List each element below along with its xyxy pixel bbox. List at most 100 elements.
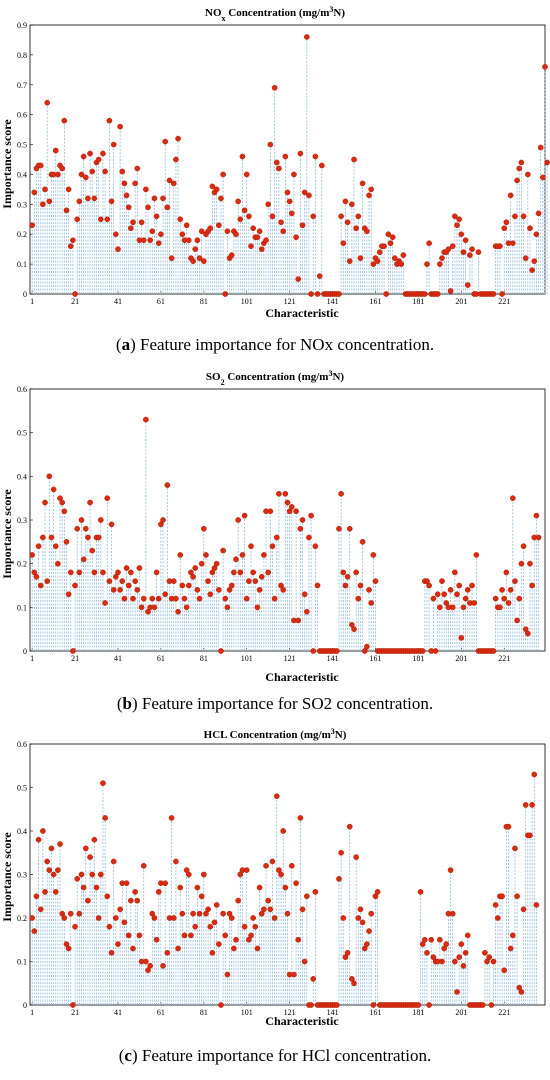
data-point [108, 521, 115, 528]
data-point [205, 578, 211, 584]
caption-b: (b) Feature importance for SO2 concentra… [116, 694, 434, 713]
data-point [301, 189, 308, 196]
data-point [291, 171, 297, 178]
data-point [61, 508, 68, 515]
data-point [359, 180, 366, 187]
data-point [271, 915, 278, 921]
data-point [91, 836, 98, 843]
data-point [303, 34, 310, 40]
data-point [278, 871, 284, 878]
data-point [391, 255, 398, 261]
data-point [40, 201, 46, 208]
data-point [265, 569, 272, 576]
data-point [246, 578, 252, 584]
data-point [166, 177, 173, 184]
data-point [542, 63, 548, 70]
data-point [76, 569, 83, 576]
data-point [243, 595, 250, 602]
data-point [308, 291, 314, 297]
data-point [497, 243, 503, 250]
data-point [119, 578, 126, 584]
data-point [267, 906, 274, 913]
data-point [368, 186, 375, 193]
data-point [183, 222, 190, 229]
data-point [284, 189, 291, 196]
data-point [220, 910, 226, 917]
data-point [252, 578, 259, 584]
data-point [308, 512, 314, 519]
data-point [117, 587, 123, 593]
data-point [497, 604, 503, 611]
data-point [198, 893, 205, 900]
data-point [340, 569, 347, 576]
data-point [291, 971, 297, 978]
data-point [387, 240, 394, 247]
data-point [537, 144, 544, 151]
plot-area: 00.10.20.30.40.50.60.70.80.91 21 41 61 81 101… [17, 21, 550, 306]
data-point [231, 569, 237, 576]
x-tick-label: 181 [412, 1008, 424, 1017]
data-point [297, 150, 304, 157]
data-point [533, 231, 540, 238]
data-point [299, 222, 306, 229]
data-point [527, 225, 533, 232]
data-point [314, 291, 321, 297]
data-point [134, 165, 141, 172]
y-tick-label: 0 [23, 647, 27, 656]
data-point [123, 565, 130, 571]
data-point [535, 210, 542, 217]
data-point [194, 587, 201, 593]
data-point [462, 595, 469, 602]
data-point [533, 512, 540, 519]
data-point [518, 159, 525, 166]
data-point [520, 906, 527, 913]
data-point [370, 261, 377, 267]
data-point [524, 630, 531, 637]
data-point [211, 919, 218, 926]
data-point [44, 858, 51, 865]
data-point [160, 963, 166, 969]
data-point [299, 906, 306, 913]
data-point [535, 534, 542, 541]
y-tick-label: 0.2 [17, 230, 27, 239]
y-tick-label: 0.4 [17, 170, 27, 179]
x-tick-label: 181 [412, 297, 424, 306]
data-point [494, 915, 501, 921]
data-point [48, 845, 55, 852]
data-point [132, 889, 138, 895]
data-point [462, 237, 469, 244]
data-point [155, 889, 162, 895]
data-point [231, 945, 237, 952]
data-point [50, 871, 57, 878]
caption-label: a [121, 335, 131, 354]
y-axis-label: Importance score [0, 489, 14, 579]
data-point [97, 216, 104, 223]
y-tick-label: 0.1 [17, 958, 27, 967]
data-point [121, 919, 128, 926]
data-point [179, 582, 186, 589]
data-point [381, 243, 387, 250]
x-tick-label: 21 [71, 1008, 79, 1017]
data-point [63, 538, 70, 545]
data-point [424, 949, 430, 956]
data-point [284, 499, 291, 506]
x-tick-label: 41 [114, 297, 122, 306]
x-tick-label: 101 [241, 1008, 253, 1017]
data-point [432, 648, 439, 654]
data-point [269, 543, 276, 550]
x-tick-label: 141 [327, 654, 339, 663]
y-axis-label: Importance score [0, 119, 14, 209]
data-point [439, 958, 445, 965]
data-point [310, 648, 317, 654]
data-point [100, 150, 106, 157]
data-point [33, 573, 40, 580]
data-point [372, 578, 379, 584]
data-point [273, 534, 280, 541]
x-tick-label: 141 [327, 297, 339, 306]
data-point [452, 569, 458, 576]
y-tick-label: 0.2 [17, 560, 27, 569]
chart-title-end: N) [332, 371, 344, 383]
data-point [514, 893, 520, 900]
data-point [44, 578, 51, 584]
data-point [37, 162, 44, 169]
